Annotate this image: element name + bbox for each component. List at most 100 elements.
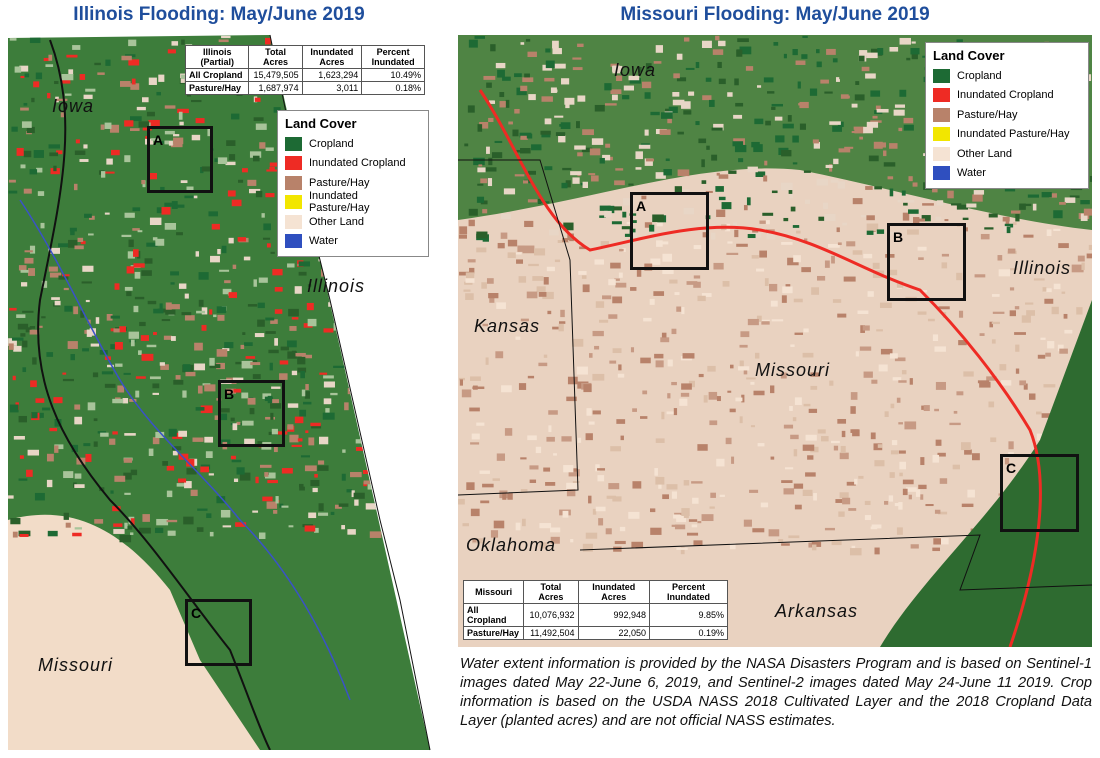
- land-patch: [134, 271, 141, 279]
- land-patch: [579, 246, 587, 250]
- land-patch: [178, 478, 187, 483]
- land-patch: [349, 311, 361, 318]
- land-patch: [898, 380, 907, 383]
- land-patch: [370, 361, 383, 366]
- land-patch: [507, 493, 513, 500]
- land-patch: [691, 524, 698, 528]
- land-patch: [132, 207, 141, 212]
- land-patch: [759, 250, 768, 258]
- land-patch: [896, 281, 904, 288]
- land-patch: [425, 97, 430, 104]
- land-patch: [1014, 306, 1020, 310]
- land-patch: [805, 434, 817, 441]
- land-patch: [674, 512, 685, 515]
- header-cell: Inundated Acres: [301, 45, 363, 69]
- land-patch: [300, 371, 305, 379]
- land-patch: [902, 488, 908, 496]
- land-patch: [273, 510, 278, 514]
- land-patch: [255, 476, 259, 484]
- land-patch: [394, 35, 399, 41]
- land-patch: [323, 328, 334, 333]
- land-patch: [915, 489, 921, 497]
- legend-item: Other Land: [933, 144, 1081, 164]
- land-patch: [577, 95, 586, 102]
- land-patch: [793, 483, 804, 489]
- land-patch: [1051, 306, 1059, 315]
- land-patch: [142, 514, 150, 522]
- land-patch: [611, 221, 622, 225]
- land-patch: [613, 546, 622, 552]
- land-patch: [12, 375, 16, 381]
- land-patch: [816, 61, 822, 68]
- land-patch: [768, 529, 780, 537]
- land-patch: [139, 321, 146, 327]
- land-patch: [55, 98, 68, 101]
- land-patch: [170, 271, 179, 276]
- land-patch: [655, 438, 665, 443]
- land-patch: [933, 538, 942, 545]
- place-label: Illinois: [1013, 258, 1072, 278]
- land-patch: [254, 333, 265, 338]
- land-patch: [360, 330, 369, 334]
- table-row: Pasture/Hay 11,492,504 22,050 0.19%: [462, 626, 729, 640]
- land-patch: [703, 395, 708, 403]
- land-patch: [803, 170, 811, 173]
- land-patch: [649, 298, 655, 305]
- legend-label: Inundated Pasture/Hay: [308, 190, 370, 215]
- land-patch: [242, 420, 254, 426]
- land-patch: [23, 188, 32, 194]
- land-patch: [289, 326, 297, 331]
- land-patch: [391, 101, 398, 105]
- land-patch: [921, 290, 928, 293]
- land-patch: [104, 122, 112, 129]
- land-patch: [674, 292, 680, 296]
- land-patch: [765, 120, 771, 126]
- land-patch: [835, 77, 840, 80]
- land-patch: [973, 190, 985, 195]
- land-patch: [232, 377, 244, 382]
- land-patch: [602, 295, 612, 300]
- land-patch: [363, 480, 375, 485]
- land-patch: [217, 248, 221, 255]
- land-patch: [469, 407, 480, 412]
- focus-box: B: [218, 380, 285, 447]
- land-patch: [799, 123, 806, 130]
- land-patch: [224, 342, 234, 349]
- land-patch: [641, 195, 647, 200]
- legend-label: Water: [957, 167, 986, 180]
- land-patch: [997, 255, 1003, 261]
- land-patch: [667, 393, 671, 399]
- land-patch: [754, 352, 760, 359]
- land-patch: [403, 469, 415, 474]
- land-patch: [762, 212, 774, 216]
- land-patch: [346, 344, 350, 351]
- land-patch: [663, 169, 672, 176]
- land-patch: [414, 478, 425, 486]
- land-patch: [377, 461, 384, 466]
- land-patch: [97, 72, 105, 75]
- land-patch: [267, 395, 273, 404]
- land-patch: [137, 230, 143, 233]
- land-patch: [39, 325, 43, 328]
- land-patch: [266, 501, 278, 509]
- land-patch: [364, 335, 377, 338]
- land-patch: [287, 403, 299, 408]
- land-patch: [568, 469, 580, 477]
- land-patch: [158, 74, 165, 82]
- land-patch: [736, 243, 748, 247]
- land-patch: [472, 538, 484, 544]
- land-patch: [783, 424, 794, 429]
- land-patch: [360, 306, 373, 315]
- land-patch: [8, 343, 14, 350]
- land-patch: [572, 480, 580, 484]
- land-patch: [706, 145, 710, 150]
- land-patch: [812, 139, 819, 144]
- land-patch: [640, 416, 648, 419]
- land-patch: [468, 208, 478, 216]
- land-patch: [992, 311, 1005, 314]
- land-patch: [264, 472, 269, 477]
- land-patch: [49, 427, 58, 432]
- land-patch: [781, 543, 790, 546]
- land-patch: [764, 160, 768, 166]
- land-patch: [216, 306, 227, 314]
